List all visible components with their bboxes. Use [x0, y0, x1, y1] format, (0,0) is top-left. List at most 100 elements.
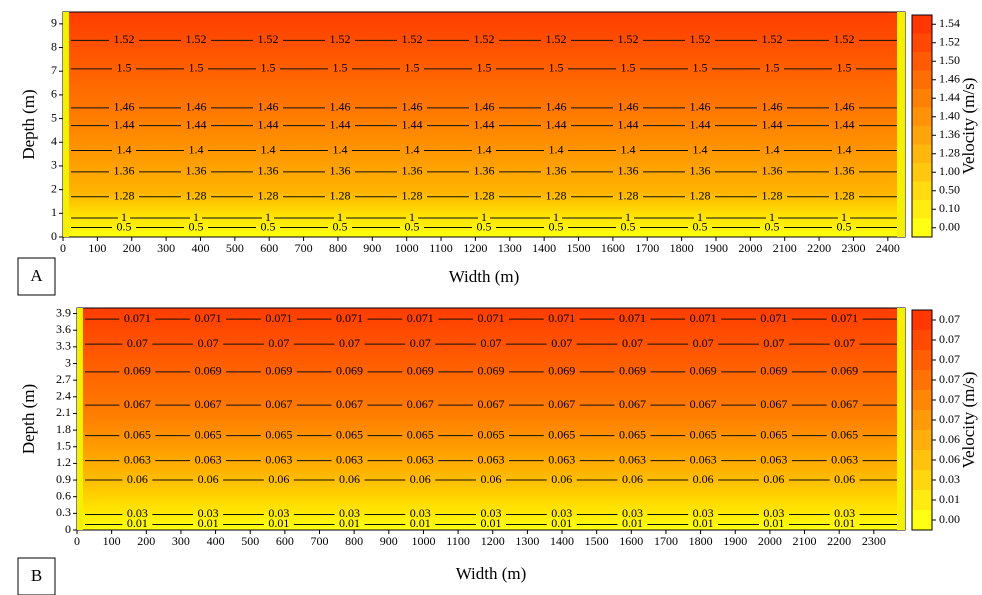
y-tick-label: 0.3	[56, 505, 71, 519]
contour-label: 0.01	[410, 516, 431, 530]
panel-label-box	[17, 557, 56, 595]
y-tick-label: 3.9	[56, 305, 71, 319]
contour-label: 0.071	[690, 311, 717, 325]
colorbar-label: 1.28	[939, 146, 960, 160]
x-axis-title: Width (m)	[449, 267, 520, 286]
colorbar-segment	[912, 89, 932, 108]
contour-label: 1.44	[690, 117, 711, 131]
contour-label: 0.01	[763, 516, 784, 530]
contour-label: 1	[265, 210, 271, 224]
contour-label: 0.5	[477, 219, 492, 233]
contour-label: 0.065	[760, 427, 787, 441]
wall-right	[897, 308, 905, 530]
contour-label: 1.52	[402, 32, 423, 46]
contour-label: 0.063	[336, 452, 363, 466]
contour-label: 1.36	[258, 164, 279, 178]
contour-label: 1	[625, 210, 631, 224]
contour-label: 0.063	[124, 452, 151, 466]
y-tick-label: 2.1	[56, 405, 71, 419]
contour-label: 0.07	[339, 336, 360, 350]
x-tick-label: 1400	[550, 534, 574, 548]
contour-label: 0.065	[619, 427, 646, 441]
x-tick-label: 900	[380, 534, 398, 548]
x-tick-label: 500	[226, 241, 244, 255]
contour-label: 0.071	[619, 311, 646, 325]
x-tick-label: 200	[123, 241, 141, 255]
contour-label: 1.44	[546, 117, 567, 131]
contour-label: 0.03	[763, 506, 784, 520]
contour-label: 1.52	[474, 32, 495, 46]
contour-label: 0.069	[831, 364, 858, 378]
contour-label: 1.5	[333, 61, 348, 75]
contour-label: 0.01	[339, 516, 360, 530]
x-tick-label: 1300	[498, 241, 522, 255]
contour-label: 0.069	[407, 364, 434, 378]
contour-label: 0.5	[693, 219, 708, 233]
contour-label: 1.46	[402, 100, 423, 114]
contour-label: 1.5	[477, 61, 492, 75]
x-tick-label: 1800	[670, 241, 694, 255]
contour-label: 0.01	[693, 516, 714, 530]
contour-label: 0.069	[760, 364, 787, 378]
x-tick-label: 1800	[689, 534, 713, 548]
contour-label: 0.071	[478, 311, 505, 325]
contour-label: 1.28	[186, 188, 207, 202]
y-tick-label: 3.3	[56, 339, 71, 353]
contour-label: 1.4	[117, 142, 132, 156]
colorbar-label: 1.50	[939, 53, 960, 67]
y-tick-label: 3	[51, 158, 57, 172]
colorbar-label: 0.00	[939, 220, 960, 234]
x-tick-label: 1600	[601, 241, 625, 255]
colorbar-segment	[912, 410, 932, 430]
contour-label: 0.063	[195, 452, 222, 466]
contour-label: 0.07	[268, 336, 289, 350]
contour-label: 0.06	[339, 472, 360, 486]
contour-label: 1.5	[837, 61, 852, 75]
colorbar-segment	[912, 450, 932, 470]
contour-label: 1	[841, 210, 847, 224]
x-tick-label: 1700	[635, 241, 659, 255]
contour-label: 0.069	[336, 364, 363, 378]
wall-left	[63, 12, 69, 237]
contour-label: 0.06	[198, 472, 219, 486]
contour-label: 0.065	[548, 427, 575, 441]
colorbar-label: 0.06	[939, 452, 960, 466]
y-tick-label: 0.9	[56, 472, 71, 486]
contour-label: 0.5	[765, 219, 780, 233]
contour-label: 0.03	[551, 506, 572, 520]
contour-label: 1.36	[186, 164, 207, 178]
contour-label: 1.28	[402, 188, 423, 202]
y-tick-label: 2.4	[56, 389, 71, 403]
y-tick-label: 9	[51, 16, 57, 30]
contour-label: 0.071	[548, 311, 575, 325]
contour-label: 0.071	[265, 311, 292, 325]
contour-label: 1.28	[762, 188, 783, 202]
colorbar-label: 0.50	[939, 183, 960, 197]
contour-label: 1.36	[762, 164, 783, 178]
contour-label: 1.28	[618, 188, 639, 202]
x-tick-label: 1200	[463, 241, 487, 255]
contour-label: 0.065	[124, 427, 151, 441]
x-tick-label: 2400	[876, 241, 900, 255]
contour-label: 1	[121, 210, 127, 224]
x-tick-label: 1400	[532, 241, 556, 255]
contour-label: 1	[481, 210, 487, 224]
contour-label: 1.52	[834, 32, 855, 46]
contour-label: 0.07	[693, 336, 714, 350]
colorbar-label: 1.46	[939, 72, 960, 86]
contour-label: 1	[553, 210, 559, 224]
contour-label: 0.07	[551, 336, 572, 350]
contour-label: 1.46	[690, 100, 711, 114]
contour-label: 0.01	[622, 516, 643, 530]
contour-label: 0.063	[548, 452, 575, 466]
contour-label: 0.06	[410, 472, 431, 486]
contour-label: 0.065	[407, 427, 434, 441]
colorbar-segment	[912, 163, 932, 182]
contour-label: 0.5	[549, 219, 564, 233]
contour-label: 1.28	[258, 188, 279, 202]
colorbar-frame	[911, 14, 933, 238]
contour-label: 0.01	[481, 516, 502, 530]
contour-label: 1.4	[837, 142, 852, 156]
contour-label: 0.07	[410, 336, 431, 350]
contour-label: 0.01	[268, 516, 289, 530]
